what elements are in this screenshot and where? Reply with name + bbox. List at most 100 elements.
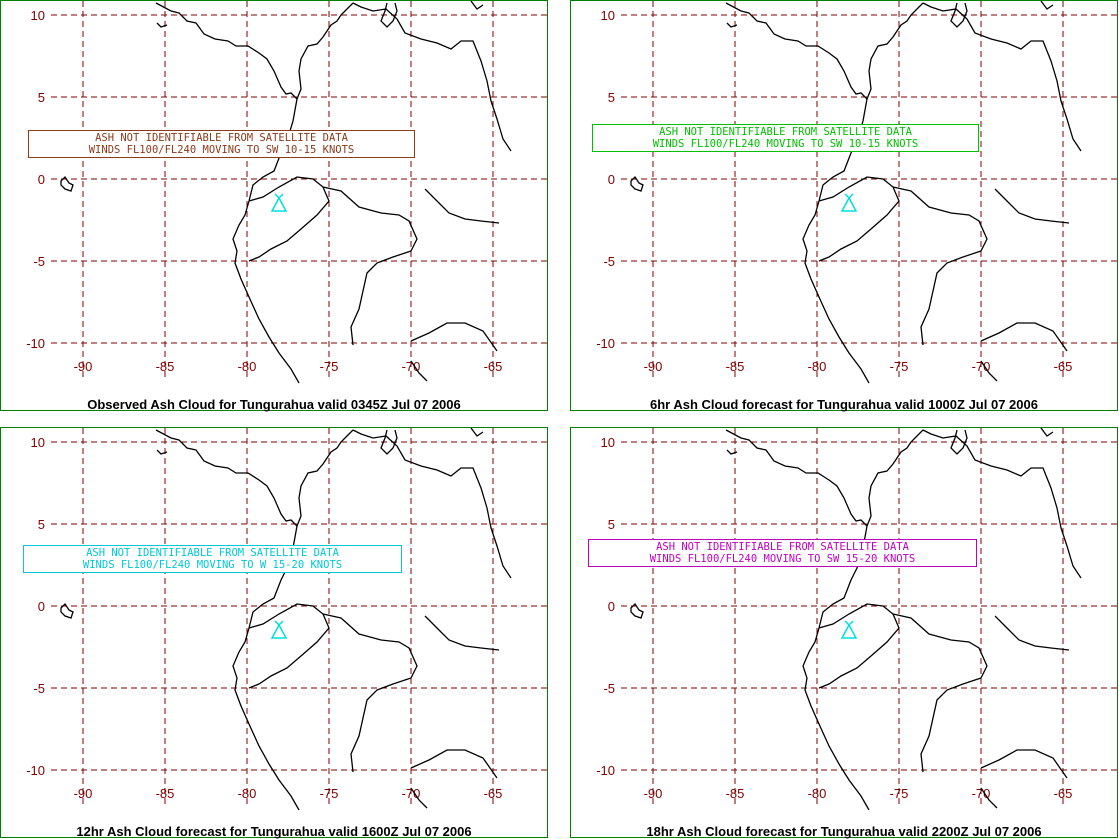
latitude-tick-label: -10 bbox=[596, 336, 615, 351]
longitude-tick-label: -75 bbox=[890, 786, 909, 801]
longitude-tick-label: -80 bbox=[808, 786, 827, 801]
latitude-tick-label: 0 bbox=[608, 599, 615, 614]
longitude-tick-label: -65 bbox=[1054, 359, 1073, 374]
coastline bbox=[156, 22, 168, 28]
ash-message-box: ASH NOT IDENTIFIABLE FROM SATELLITE DATA… bbox=[592, 124, 979, 152]
coastline bbox=[980, 749, 1068, 779]
ash-message-line1: ASH NOT IDENTIFIABLE FROM SATELLITE DATA bbox=[659, 126, 912, 138]
map-panel-observed: -90 -85 -80 -75 -70 -65 10 5 0 -5 -10 ASH NOT IDEN… bbox=[0, 0, 549, 412]
coastline bbox=[410, 360, 428, 382]
coastline bbox=[410, 322, 498, 352]
coastline bbox=[950, 429, 968, 455]
coastline bbox=[322, 613, 418, 679]
coastline bbox=[920, 677, 982, 773]
coastline bbox=[156, 449, 168, 455]
ash-message-line2: WINDS FL100/FL240 MOVING TO SW 15-20 KNO… bbox=[649, 553, 916, 565]
latitude-tick-label: 5 bbox=[38, 517, 45, 532]
latitude-tick-label: -10 bbox=[26, 763, 45, 778]
map-canvas: -90 -85 -80 -75 -70 -65 10 5 0 -5 -10 bbox=[596, 1, 1119, 384]
coastline bbox=[802, 98, 870, 384]
coastline bbox=[470, 428, 484, 437]
latitude-tick-label: 0 bbox=[608, 172, 615, 187]
map-panel-6hr: -90 -85 -80 -75 -70 -65 10 5 0 -5 -10 ASH NOT IDEN… bbox=[570, 0, 1119, 412]
coastline bbox=[296, 429, 354, 527]
ash-message-box: ASH NOT IDENTIFIABLE FROM SATELLITE DATA… bbox=[588, 539, 977, 567]
coastline bbox=[410, 749, 498, 779]
coastline bbox=[296, 2, 354, 100]
longitude-tick-label: -80 bbox=[238, 359, 257, 374]
coastline bbox=[818, 603, 900, 689]
longitude-tick-label: -80 bbox=[808, 359, 827, 374]
latitude-tick-label: 0 bbox=[38, 599, 45, 614]
coastline bbox=[155, 2, 298, 100]
coastline bbox=[630, 602, 644, 619]
coastline bbox=[232, 525, 300, 811]
latitude-tick-label: -5 bbox=[33, 254, 45, 269]
latitude-tick-label: 5 bbox=[38, 90, 45, 105]
coastline bbox=[922, 429, 1082, 579]
coastline bbox=[726, 449, 738, 455]
coastline bbox=[630, 175, 644, 192]
ash-message-line1: ASH NOT IDENTIFIABLE FROM SATELLITE DATA bbox=[656, 541, 909, 553]
ash-message-line1: ASH NOT IDENTIFIABLE FROM SATELLITE DATA bbox=[95, 132, 348, 144]
longitude-tick-label: -90 bbox=[644, 359, 663, 374]
coastline bbox=[802, 525, 870, 811]
ash-message-box: ASH NOT IDENTIFIABLE FROM SATELLITE DATA… bbox=[23, 545, 402, 573]
panel-caption: 6hr Ash Cloud forecast for Tungurahua va… bbox=[650, 397, 1038, 412]
latitude-tick-label: 10 bbox=[31, 435, 45, 450]
coastline bbox=[725, 2, 868, 100]
latitude-tick-label: 5 bbox=[608, 90, 615, 105]
latitude-tick-label: 10 bbox=[601, 435, 615, 450]
latitude-tick-label: 5 bbox=[608, 517, 615, 532]
coastline bbox=[60, 602, 74, 619]
ash-message-line2: WINDS FL100/FL240 MOVING TO SW 10-15 KNO… bbox=[652, 138, 919, 150]
panel-caption: 18hr Ash Cloud forecast for Tungurahua v… bbox=[646, 824, 1042, 839]
coastline bbox=[60, 175, 74, 192]
coastline bbox=[922, 2, 1082, 152]
volcano-triangle-icon bbox=[840, 620, 858, 639]
coastline bbox=[980, 360, 998, 382]
coastline bbox=[1040, 428, 1054, 437]
coastline bbox=[818, 176, 900, 262]
map-panel-18hr: -90 -85 -80 -75 -70 -65 10 5 0 -5 -10 ASH NOT IDEN… bbox=[570, 427, 1119, 839]
coastline bbox=[920, 250, 982, 346]
longitude-tick-label: -90 bbox=[74, 786, 93, 801]
longitude-tick-label: -75 bbox=[890, 359, 909, 374]
coastline bbox=[350, 677, 412, 773]
ash-message-line2: WINDS FL100/FL240 MOVING TO W 15-20 KNOT… bbox=[82, 559, 343, 571]
longitude-tick-label: -90 bbox=[644, 786, 663, 801]
volcano-triangle-icon bbox=[840, 193, 858, 212]
longitude-tick-label: -70 bbox=[402, 359, 421, 374]
longitude-tick-label: -85 bbox=[156, 786, 175, 801]
coastline bbox=[424, 615, 500, 651]
latitude-tick-label: -5 bbox=[33, 681, 45, 696]
map-panel-12hr: -90 -85 -80 -75 -70 -65 10 5 0 -5 -10 ASH NOT IDEN… bbox=[0, 427, 549, 839]
longitude-tick-label: -85 bbox=[726, 786, 745, 801]
map-canvas: -90 -85 -80 -75 -70 -65 10 5 0 -5 -10 bbox=[596, 428, 1119, 811]
longitude-tick-label: -70 bbox=[972, 786, 991, 801]
coastline bbox=[866, 2, 924, 100]
coastline bbox=[470, 1, 484, 10]
coastline bbox=[380, 2, 398, 28]
longitude-tick-label: -70 bbox=[402, 786, 421, 801]
coastline bbox=[155, 429, 298, 527]
coastline bbox=[380, 429, 398, 455]
coastline bbox=[424, 188, 500, 224]
longitude-tick-label: -65 bbox=[1054, 786, 1073, 801]
coastline bbox=[410, 787, 428, 809]
longitude-tick-label: -65 bbox=[484, 786, 503, 801]
coastline bbox=[866, 429, 924, 527]
coastline bbox=[994, 188, 1070, 224]
volcano-triangle-icon bbox=[270, 620, 288, 639]
coastline bbox=[950, 2, 968, 28]
coastline bbox=[322, 186, 418, 252]
volcano-triangle-icon bbox=[270, 193, 288, 212]
map-canvas: -90 -85 -80 -75 -70 -65 10 5 0 -5 -10 bbox=[26, 1, 549, 384]
coastline bbox=[725, 429, 868, 527]
coastline bbox=[994, 615, 1070, 651]
ash-message-line1: ASH NOT IDENTIFIABLE FROM SATELLITE DATA bbox=[86, 547, 339, 559]
latitude-tick-label: -10 bbox=[26, 336, 45, 351]
longitude-tick-label: -85 bbox=[156, 359, 175, 374]
coastline bbox=[350, 250, 412, 346]
coastline bbox=[1040, 1, 1054, 10]
